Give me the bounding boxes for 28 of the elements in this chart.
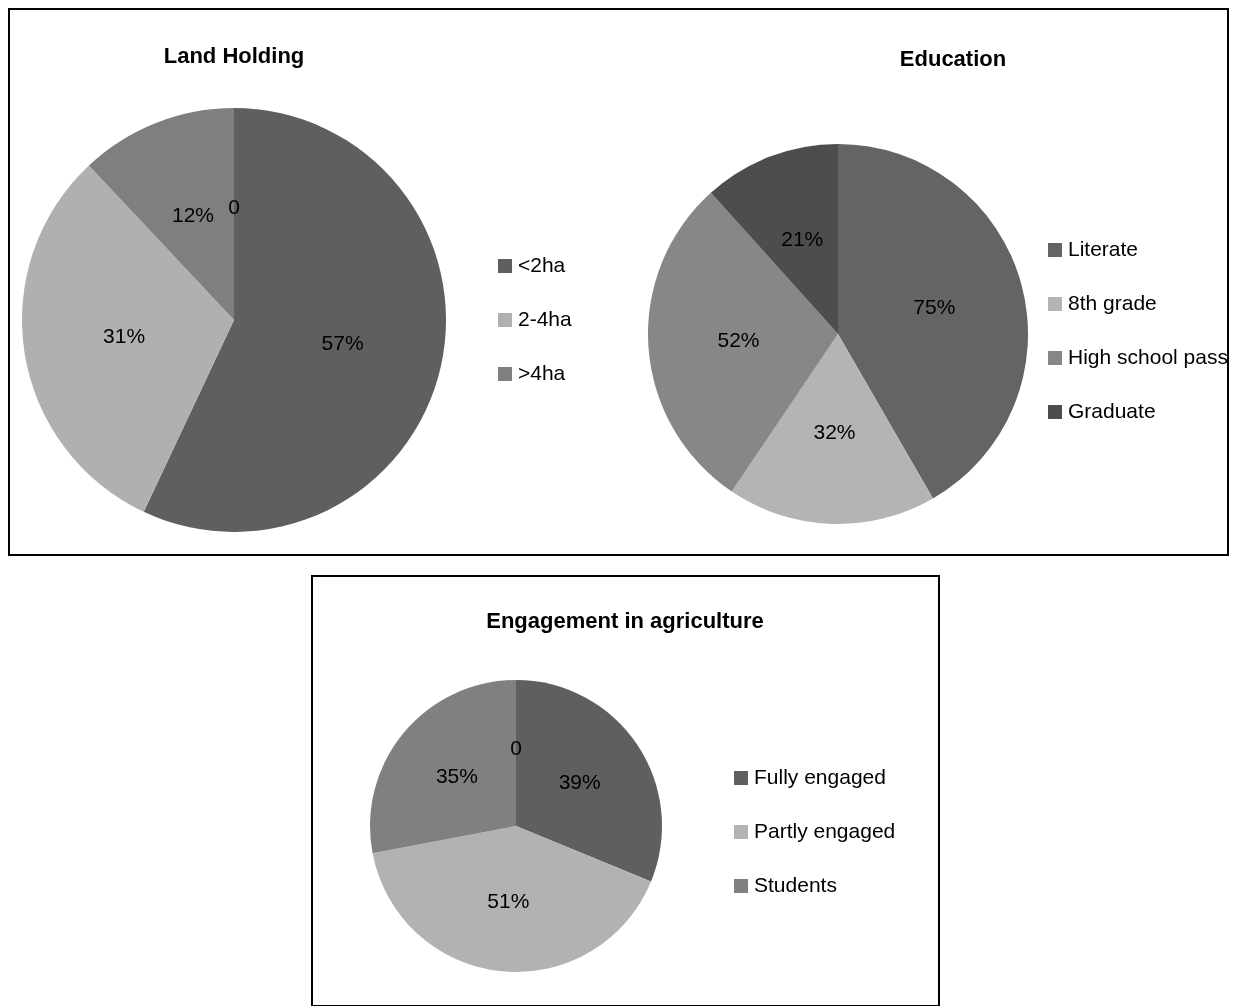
- pie-slice: [710, 144, 838, 334]
- data-label: 57%: [321, 330, 364, 354]
- chart-title: Engagement in agriculture: [486, 608, 764, 633]
- legend-label: <2ha: [518, 252, 566, 276]
- text: 0: [510, 735, 522, 759]
- data-label: 51%: [487, 888, 530, 912]
- data-label: 39%: [558, 769, 601, 793]
- data-label: 52%: [717, 327, 760, 351]
- pie-slice: [143, 108, 446, 532]
- data-label: 75%: [913, 294, 956, 318]
- data-label: 12%: [172, 203, 215, 227]
- legend-label: 8th grade: [1068, 290, 1157, 314]
- legend-label: Students: [754, 872, 837, 896]
- data-label: 35%: [435, 763, 478, 787]
- legend-label: Fully engaged: [754, 764, 886, 788]
- chart-title: Land Holding: [163, 43, 305, 68]
- legend-label: Graduate: [1068, 398, 1156, 422]
- text: 0: [228, 195, 240, 219]
- data-label: 32%: [813, 420, 856, 444]
- legend-label: 2-4ha: [518, 306, 573, 330]
- legend-label: >4ha: [518, 360, 566, 384]
- legend-label: Partly engaged: [754, 818, 896, 842]
- legend-label: Literate: [1068, 236, 1139, 260]
- chart-title: Education: [899, 46, 1007, 71]
- legend-label: High school pass: [1068, 344, 1228, 368]
- data-label: 21%: [781, 227, 824, 251]
- pie-slice: [372, 826, 652, 972]
- data-label: 31%: [103, 323, 146, 347]
